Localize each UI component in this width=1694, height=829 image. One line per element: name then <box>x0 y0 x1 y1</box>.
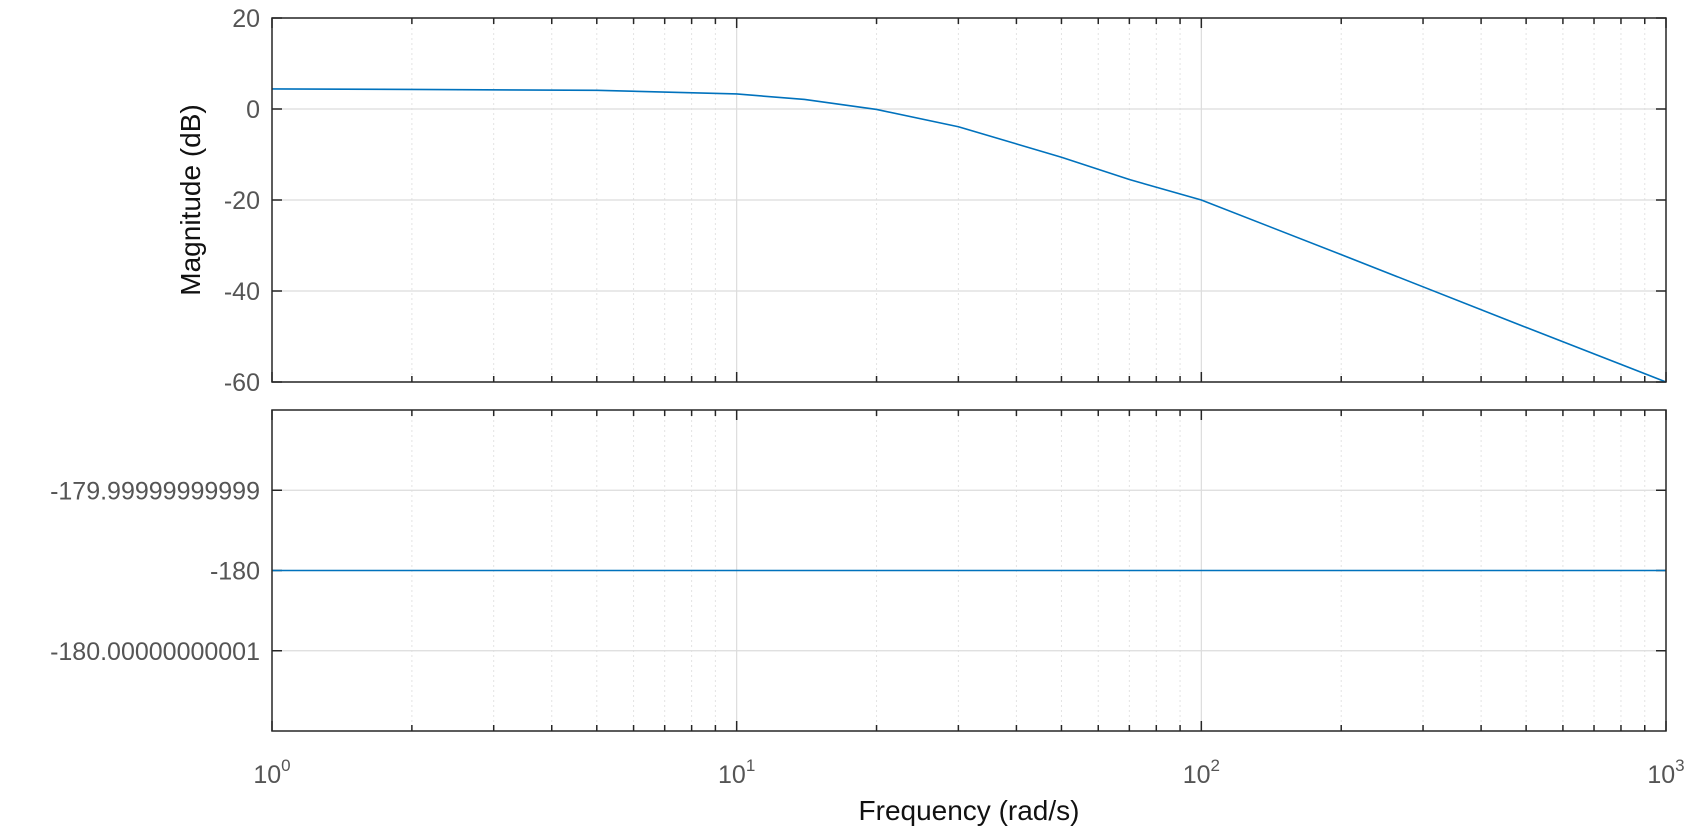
magnitude-y-tick-label: -60 <box>224 369 260 397</box>
frequency-tick-label: 103 <box>1647 756 1684 789</box>
phase-axes: -179.99999999999 -180 -180.00000000001 <box>50 409 1667 732</box>
phase-y-tick-label: -180 <box>210 558 260 586</box>
frequency-tick-label: 101 <box>718 756 755 789</box>
phase-y-tick-label: -180.00000000001 <box>50 638 260 666</box>
frequency-tick-label: 102 <box>1183 756 1220 789</box>
phase-y-tick-label: -179.99999999999 <box>50 477 260 505</box>
frequency-tick-labels: 100 101 102 103 <box>253 756 1684 789</box>
magnitude-axes: 20 0 -20 -40 -60 <box>224 5 1667 397</box>
magnitude-y-tick-label: -40 <box>224 278 260 306</box>
magnitude-y-tick-label: -20 <box>224 187 260 215</box>
magnitude-y-tick-label: 20 <box>232 5 260 33</box>
frequency-tick-label: 100 <box>253 756 290 789</box>
magnitude-plot-frame <box>271 17 1667 383</box>
magnitude-axis-label: Magnitude (dB) <box>175 104 206 295</box>
magnitude-series-line <box>271 88 1667 383</box>
phase-plot-frame <box>271 409 1667 732</box>
frequency-axis-label: Frequency (rad/s) <box>859 795 1080 826</box>
magnitude-y-tick-label: 0 <box>246 96 260 124</box>
